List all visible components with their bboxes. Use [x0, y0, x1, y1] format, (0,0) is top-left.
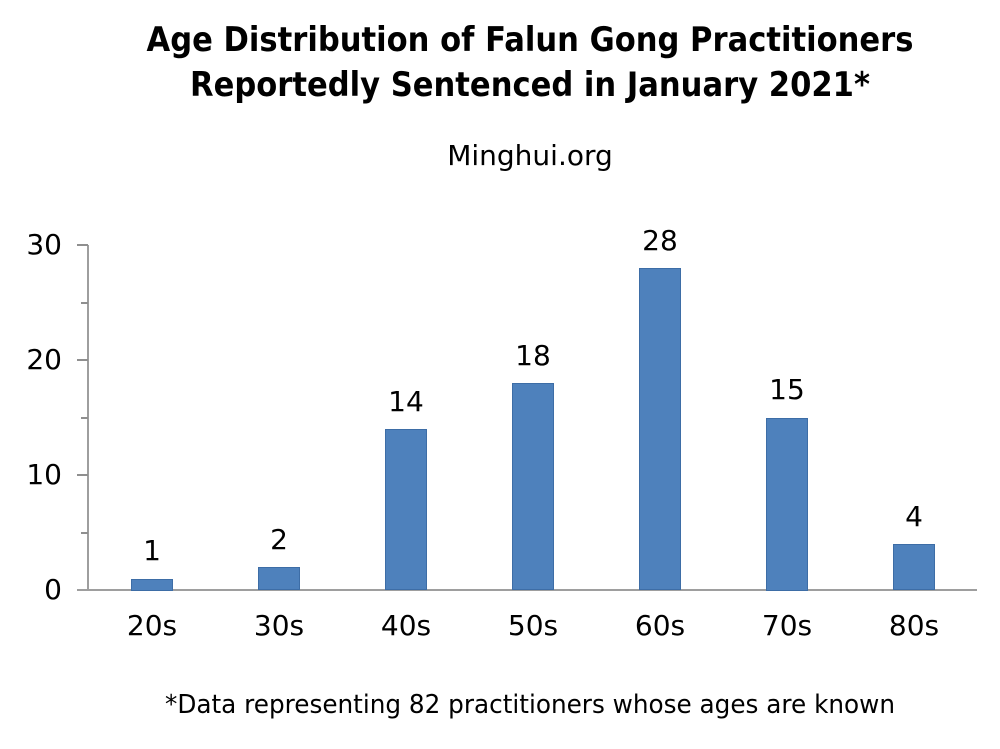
- y-axis-line: [87, 245, 89, 590]
- x-axis-label: 30s: [253, 609, 305, 642]
- x-axis-label: 50s: [507, 609, 559, 642]
- bar: [512, 383, 554, 590]
- y-axis-tick-label: 10: [26, 458, 62, 491]
- bar: [385, 429, 427, 590]
- x-axis-label: 80s: [888, 609, 940, 642]
- chart-subtitle: Minghui.org: [447, 139, 613, 172]
- y-axis-tick-label: 20: [26, 343, 62, 376]
- chart-title: Age Distribution of Falun Gong Practitio…: [146, 20, 914, 105]
- bar: [258, 567, 300, 590]
- bar-value-label: 28: [642, 224, 678, 257]
- y-axis-tick-label: 0: [44, 573, 62, 606]
- y-axis-tick-major: [77, 474, 88, 476]
- bar: [131, 579, 173, 591]
- bar: [639, 268, 681, 590]
- bar-value-label: 2: [270, 523, 288, 556]
- x-axis-line: [77, 589, 977, 591]
- bar-value-label: 14: [388, 385, 424, 418]
- y-axis-tick-label: 30: [26, 228, 62, 261]
- bar-value-label: 4: [905, 500, 923, 533]
- x-axis-label: 20s: [126, 609, 178, 642]
- y-axis-tick-minor: [81, 302, 88, 304]
- x-axis-label: 40s: [380, 609, 432, 642]
- bar-value-label: 15: [769, 373, 805, 406]
- x-axis-label: 70s: [761, 609, 813, 642]
- y-axis-tick-major: [77, 244, 88, 246]
- bar-value-label: 1: [143, 534, 161, 567]
- bar: [766, 418, 808, 591]
- x-axis-label: 60s: [634, 609, 686, 642]
- y-axis-tick-minor: [81, 532, 88, 534]
- y-axis-tick-minor: [81, 417, 88, 419]
- chart-footnote: *Data representing 82 practitioners whos…: [164, 690, 896, 720]
- bar-value-label: 18: [515, 339, 551, 372]
- y-axis-tick-major: [77, 359, 88, 361]
- bar: [893, 544, 935, 590]
